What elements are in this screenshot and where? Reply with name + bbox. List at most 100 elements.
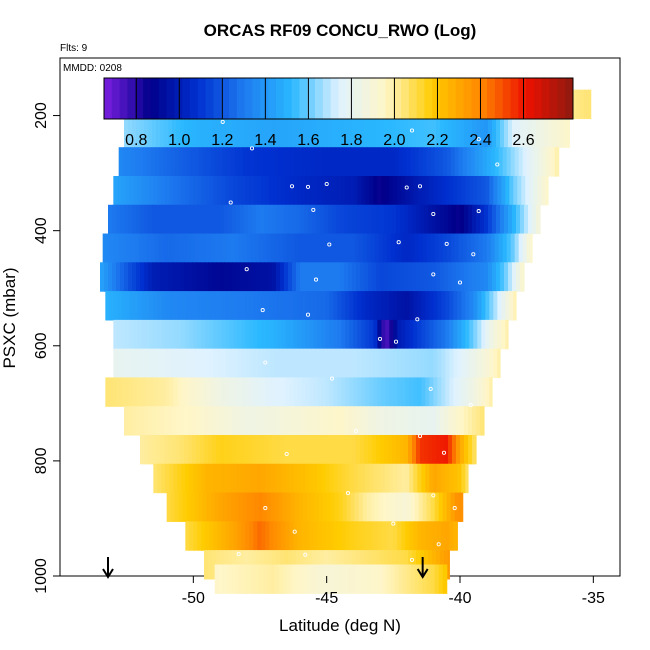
- colorbar-swatch: [127, 78, 136, 119]
- heatmap-cell: [153, 463, 158, 494]
- colorbar-swatch: [346, 78, 355, 119]
- sample-point: [260, 308, 265, 313]
- heatmap-cell: [237, 291, 242, 321]
- heatmap-cell: [181, 291, 186, 321]
- sample-point: [353, 428, 359, 434]
- heatmap-cell: [320, 434, 325, 465]
- heatmap-cell: [180, 204, 185, 235]
- heatmap-cell: [181, 377, 186, 407]
- heatmap-cell: [297, 348, 302, 379]
- heatmap-cell: [428, 118, 433, 148]
- heatmap-cell: [152, 262, 157, 292]
- heatmap-cell: [192, 204, 197, 235]
- heatmap-cell: [302, 492, 308, 522]
- x-tick-label: -45: [315, 590, 338, 607]
- heatmap-cell: [296, 262, 301, 292]
- heatmap-cell: [510, 147, 516, 177]
- heatmap-cell: [377, 521, 382, 551]
- heatmap-cell: [213, 175, 218, 206]
- heatmap-cell: [297, 377, 302, 407]
- heatmap-cell: [361, 175, 366, 206]
- heatmap-cell: [388, 434, 393, 465]
- heatmap-cell: [349, 377, 354, 407]
- heatmap-cell: [446, 233, 452, 263]
- sample-point: [305, 184, 311, 189]
- heatmap-cell: [292, 434, 297, 465]
- heatmap-cell: [141, 348, 146, 379]
- heatmap-cell: [433, 175, 438, 206]
- heatmap-cell: [418, 147, 424, 177]
- heatmap-cell: [521, 175, 526, 206]
- heatmap-cell: [236, 204, 241, 235]
- heatmap-cell: [229, 175, 234, 206]
- heatmap-cell: [365, 291, 370, 321]
- heatmap-cell: [373, 377, 378, 407]
- heatmap-cell: [233, 463, 238, 494]
- heatmap-cell: [416, 204, 421, 235]
- heatmap-cell: [426, 492, 432, 522]
- heatmap-cell: [149, 348, 154, 379]
- heatmap-cell: [430, 147, 436, 177]
- heatmap-cell: [500, 204, 505, 235]
- heatmap-cell: [305, 175, 310, 206]
- heatmap-cell: [364, 204, 369, 235]
- heatmap-cell: [390, 492, 396, 522]
- heatmap-cell: [413, 319, 418, 350]
- heatmap-cell: [338, 147, 344, 177]
- heatmap-cell: [436, 434, 441, 465]
- heatmap-cell: [310, 492, 316, 522]
- heatmap-cell: [397, 319, 402, 350]
- heatmap-cell: [277, 291, 282, 321]
- heatmap-cell: [257, 348, 262, 379]
- heatmap-cell: [404, 434, 409, 465]
- heatmap-cell: [257, 175, 262, 206]
- heatmap-cell: [449, 521, 454, 551]
- heatmap-cell: [277, 348, 282, 379]
- heatmap-cell: [109, 291, 114, 321]
- heatmap-cell: [484, 262, 489, 292]
- heatmap-cell: [405, 291, 410, 321]
- heatmap-cell: [340, 118, 345, 148]
- heatmap-cell: [261, 377, 266, 407]
- heatmap-cell: [173, 319, 178, 350]
- heatmap-cell: [464, 262, 469, 292]
- heatmap-cell: [330, 147, 336, 177]
- heatmap-cell: [401, 175, 406, 206]
- heatmap-cell: [424, 434, 429, 465]
- heatmap-cell: [528, 118, 533, 148]
- heatmap-cell: [250, 233, 256, 263]
- sample-point: [345, 491, 351, 496]
- heatmap-cell: [204, 204, 209, 235]
- heatmap-cell: [344, 406, 349, 436]
- heatmap-band: [214, 564, 448, 594]
- heatmap-cell: [285, 291, 290, 321]
- heatmap-cell: [424, 406, 429, 436]
- heatmap-cell: [253, 291, 258, 321]
- heatmap-cell: [474, 233, 480, 263]
- heatmap-cell: [281, 377, 286, 407]
- heatmap-cell: [496, 118, 501, 148]
- colorbar-swatch: [283, 78, 293, 119]
- heatmap-cell: [289, 377, 294, 407]
- heatmap-cell: [289, 291, 294, 321]
- heatmap-cell: [392, 262, 397, 292]
- heatmap-cell: [389, 175, 394, 206]
- heatmap-cell: [317, 521, 322, 551]
- heatmap-cell: [340, 204, 345, 235]
- heatmap-cell: [409, 348, 414, 379]
- heatmap-cell: [380, 434, 385, 465]
- heatmap-cell: [480, 204, 485, 235]
- heatmap-cell: [173, 291, 178, 321]
- heatmap-cell: [234, 564, 240, 594]
- heatmap-cell: [502, 147, 508, 177]
- heatmap-cell: [266, 564, 272, 594]
- heatmap-band: [105, 377, 493, 407]
- colorbar-swatch: [432, 78, 441, 119]
- heatmap-cell: [468, 262, 473, 292]
- heatmap-cell: [180, 118, 185, 148]
- heatmap-cell: [293, 319, 298, 350]
- heatmap-cell: [282, 233, 288, 263]
- heatmap-cell: [160, 406, 165, 436]
